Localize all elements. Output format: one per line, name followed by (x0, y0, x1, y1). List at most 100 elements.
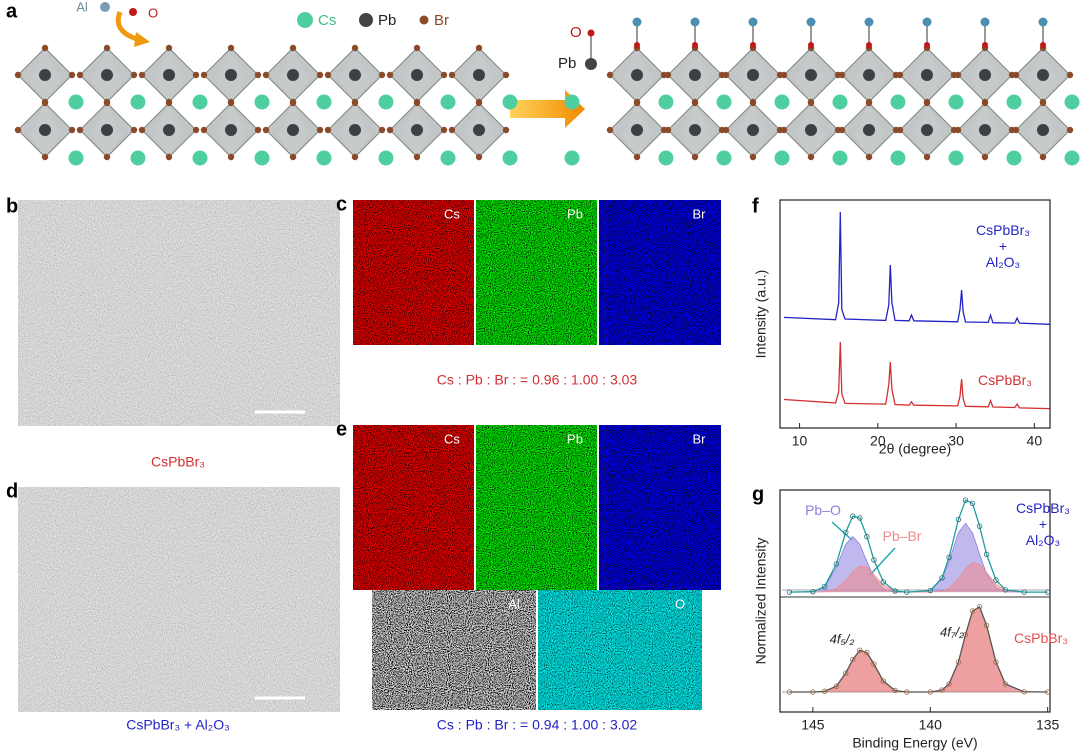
bond-label: Pb (558, 55, 576, 72)
br-atom (502, 71, 510, 79)
br-atom (227, 99, 235, 107)
cs-atom (658, 150, 674, 166)
x-tick-label: 10 (792, 433, 808, 449)
data-point (993, 577, 999, 583)
data-point (864, 533, 870, 540)
legend-label: Pb (378, 12, 396, 29)
br-atom (386, 71, 394, 79)
data-point (939, 575, 945, 581)
br-atom (200, 126, 208, 134)
data-point (833, 683, 840, 689)
data-point (864, 649, 870, 656)
br-atom (691, 99, 699, 107)
reactant-label: Al (76, 0, 88, 14)
cs-atom (378, 150, 394, 166)
line (789, 605, 1048, 693)
series-name: CsPbBr₃ (978, 372, 1032, 388)
x-tick-label: 135 (1036, 717, 1060, 733)
line (783, 212, 1051, 325)
br-atom (419, 15, 429, 25)
plot-frame (779, 489, 1051, 713)
cs-atom (130, 150, 146, 166)
br-atom (1012, 71, 1020, 79)
pb-atom (101, 69, 113, 81)
pb-atom (163, 69, 175, 81)
br-atom (633, 153, 641, 161)
pb-atom (39, 69, 51, 81)
surface-atom (980, 17, 990, 27)
br-atom (749, 153, 757, 161)
data-point (821, 688, 828, 695)
br-atom (981, 153, 989, 161)
pointer-arrow (831, 521, 853, 541)
cs-atom (192, 150, 208, 166)
map-label: Br (693, 431, 707, 446)
data-point (927, 689, 933, 695)
br-atom (130, 126, 138, 134)
br-atom (440, 71, 448, 79)
caption: CsPbBr₃ (151, 454, 205, 470)
cs-atom (948, 150, 964, 166)
br-atom (1066, 71, 1074, 79)
br-atom (41, 44, 49, 52)
surface-atom (806, 17, 816, 27)
panel-letter: d (6, 480, 18, 502)
o-atom (750, 42, 756, 48)
data-point (1002, 587, 1009, 593)
data-point (904, 589, 910, 595)
data-point (976, 604, 983, 610)
cs-atom (716, 94, 732, 110)
data-point (955, 516, 962, 523)
eds-map (538, 590, 702, 710)
br-atom (606, 126, 614, 134)
pb-atom (473, 124, 485, 136)
cs-atom (1006, 94, 1022, 110)
br-atom (103, 44, 111, 52)
pb-atom (585, 58, 597, 70)
br-atom (1039, 153, 1047, 161)
cs-atom (502, 94, 518, 110)
eds-map (476, 425, 597, 590)
data-point (1002, 681, 1009, 687)
panel-letter: e (336, 418, 347, 440)
eds-map (353, 425, 474, 590)
pb-atom (39, 124, 51, 136)
data-point (880, 579, 887, 585)
area (789, 606, 1048, 692)
o-atom (692, 42, 698, 48)
br-atom (324, 126, 332, 134)
cs-atom (890, 150, 906, 166)
o-atom (634, 42, 640, 48)
br-atom (227, 153, 235, 161)
pb-atom (411, 124, 423, 136)
br-atom (475, 153, 483, 161)
br-atom (807, 99, 815, 107)
br-atom (138, 126, 146, 134)
eds-map (372, 590, 536, 710)
cs-atom (774, 150, 790, 166)
reactant-label: O (148, 5, 158, 20)
panel-letter: f (752, 195, 759, 217)
br-atom (165, 153, 173, 161)
cs-atom (1006, 150, 1022, 166)
pb-atom (921, 69, 933, 81)
x-axis-label: 2θ (degree) (879, 441, 951, 457)
pb-atom (631, 124, 643, 136)
cs-atom (130, 94, 146, 110)
br-atom (780, 126, 788, 134)
surface-atom (748, 17, 758, 27)
data-point (850, 656, 856, 663)
pb-atom (1037, 69, 1049, 81)
br-atom (722, 71, 730, 79)
al-atom (100, 2, 110, 12)
br-atom (378, 126, 386, 134)
br-atom (1012, 126, 1020, 134)
sem-image (18, 487, 340, 712)
br-atom (76, 71, 84, 79)
br-atom (192, 71, 200, 79)
br-atom (130, 71, 138, 79)
br-atom (838, 126, 846, 134)
br-atom (606, 71, 614, 79)
pb-atom (287, 124, 299, 136)
